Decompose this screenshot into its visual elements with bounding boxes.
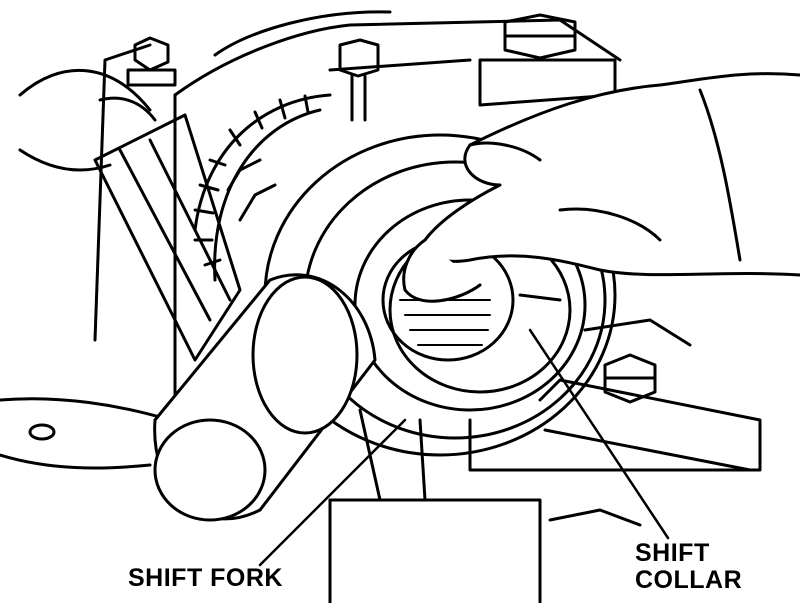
mallet-handle [93, 113, 242, 362]
shift-collar-label-line1: SHIFT [635, 539, 710, 567]
shift-fork-leader [258, 418, 407, 567]
shift-collar-leader [528, 328, 670, 540]
shift-fork [328, 378, 762, 603]
shift-fork-label: SHIFT FORK [128, 564, 283, 592]
shift-collar-label-line2: COLLAR [635, 566, 743, 594]
callout-leaders [258, 328, 670, 567]
right-hand [402, 72, 800, 303]
shift-collar-label: SHIFT COLLAR [635, 540, 742, 594]
mallet-head [153, 273, 377, 522]
left-hand [18, 68, 157, 172]
side-bolt [583, 318, 692, 404]
